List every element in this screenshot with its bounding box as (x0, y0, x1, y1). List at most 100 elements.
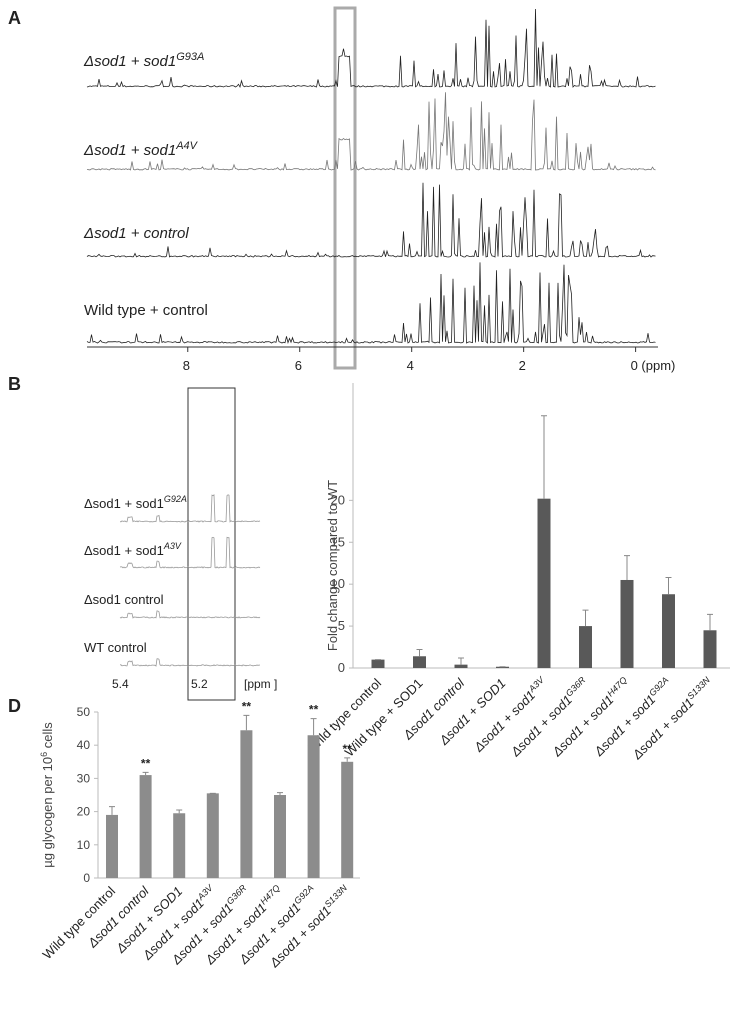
bar (307, 735, 320, 878)
bar (454, 664, 468, 668)
spectrum-label: Δsod1 + sod1G93A (83, 51, 204, 70)
y-axis-label: Fold change compared to WT (325, 480, 340, 651)
spectrum-trace (86, 92, 656, 171)
label-text: Δsod1 + sod1 (83, 53, 176, 70)
label-superscript: G93A (176, 51, 204, 63)
y-tick-label: 20 (77, 805, 91, 819)
error-bar (582, 609, 589, 627)
error-bar (243, 714, 250, 731)
x-tick-label: 4 (407, 358, 414, 373)
error-bar (142, 771, 149, 776)
x-tick-label: 0 (ppm) (631, 358, 676, 373)
y-tick-label: 10 (77, 838, 91, 852)
y-tick-label: 0 (338, 660, 345, 675)
error-bar (176, 809, 183, 814)
spectrum-trace (119, 536, 261, 569)
bar (579, 626, 592, 668)
bar (620, 579, 634, 668)
significance-label: ** (242, 699, 252, 713)
y-tick-label: 5 (338, 618, 345, 633)
category-superscript: G36R (564, 674, 588, 698)
bar (537, 498, 551, 668)
y-label-text: µg glycogen per 10 (40, 757, 55, 868)
spectrum-trace (120, 658, 261, 667)
x-tick-label: 5.4 (112, 677, 129, 691)
bar (662, 594, 675, 668)
label-text: Δsod1 + control (83, 225, 189, 242)
bar (139, 775, 152, 878)
y-axis-label: µg glycogen per 106 cells (39, 722, 55, 868)
x-tick-label: 8 (183, 358, 190, 373)
error-bar (458, 657, 464, 665)
spectrum-label: Δsod1 + control (83, 225, 189, 242)
x-tick-label: 2 (519, 358, 526, 373)
y-label-text: cells (40, 722, 55, 752)
spectrum-label: WT control (84, 640, 147, 655)
category-text: Wild type + SOD1 (342, 676, 426, 760)
highlight-box (333, 6, 357, 370)
y-tick-label: 40 (77, 738, 91, 752)
y-tick-label: 30 (77, 771, 91, 785)
y-tick-label: 10 (331, 576, 345, 591)
x-tick-label: Δsod1 + sod1A3V (470, 674, 551, 755)
spectrum-trace (119, 494, 261, 523)
x-tick-label: Δsod1 + sod1G92A (590, 675, 675, 760)
category-superscript: G92A (647, 675, 670, 698)
x-tick-label: 6 (295, 358, 302, 373)
error-bar (310, 718, 317, 736)
bar (703, 630, 717, 668)
panel-letter: D (8, 696, 21, 716)
label-text: Δsod1 + sod1 (84, 496, 164, 511)
spectrum-trace (86, 8, 656, 88)
label-text: Δsod1 control (84, 592, 164, 607)
panel-letter: B (8, 374, 21, 394)
y-tick-label: 15 (331, 534, 345, 549)
spectrum-label: Wild type + control (84, 302, 208, 319)
error-bar (665, 576, 672, 595)
bar (413, 656, 426, 668)
spectrum-label: Δsod1 control (84, 592, 164, 607)
error-bar (707, 613, 713, 631)
significance-label: ** (343, 742, 353, 756)
y-label-text: Fold change compared to WT (325, 480, 340, 651)
x-axis-unit: [ppm ] (244, 677, 277, 691)
spectrum-trace (86, 262, 656, 344)
label-superscript: A4V (175, 140, 198, 152)
spectrum-label: Δsod1 + sod1A4V (83, 140, 199, 159)
label-superscript: G92A (164, 494, 187, 504)
error-bar (624, 555, 630, 580)
x-tick-label: Δsod1 + sod1G36R (506, 674, 592, 760)
error-bar (277, 792, 283, 795)
significance-label: ** (309, 703, 319, 717)
y-tick-label: 0 (83, 871, 90, 885)
bar (106, 814, 118, 878)
panel-letter: A (8, 8, 21, 28)
bar (341, 761, 354, 878)
x-tick-label: Wild type + SOD1 (342, 676, 426, 760)
significance-label: ** (141, 756, 151, 770)
category-superscript: H47Q (258, 883, 282, 907)
spectrum-label: Δsod1 + sod1A3V (84, 541, 182, 558)
x-tick-label: Δsod1 + sod1H47Q (548, 675, 633, 760)
bar (496, 666, 509, 668)
error-bar (416, 649, 423, 657)
bar (173, 813, 186, 878)
label-superscript: A3V (163, 541, 182, 551)
spectrum-trace (119, 610, 261, 619)
y-tick-label: 20 (331, 492, 345, 507)
bar (371, 659, 385, 668)
bar (206, 793, 219, 878)
spectrum-trace (86, 182, 656, 258)
error-bar (344, 757, 351, 762)
label-text: WT control (84, 640, 147, 655)
label-text: Δsod1 + sod1 (84, 543, 164, 558)
category-superscript: H47Q (605, 675, 629, 699)
error-bar (109, 806, 115, 815)
x-tick-label: 5.2 (191, 677, 208, 691)
highlight-box (187, 387, 236, 701)
error-bar (541, 415, 547, 499)
bar (240, 730, 253, 878)
spectrum-label: Δsod1 + sod1G92A (84, 494, 187, 511)
y-label-superscript: 6 (39, 752, 49, 757)
